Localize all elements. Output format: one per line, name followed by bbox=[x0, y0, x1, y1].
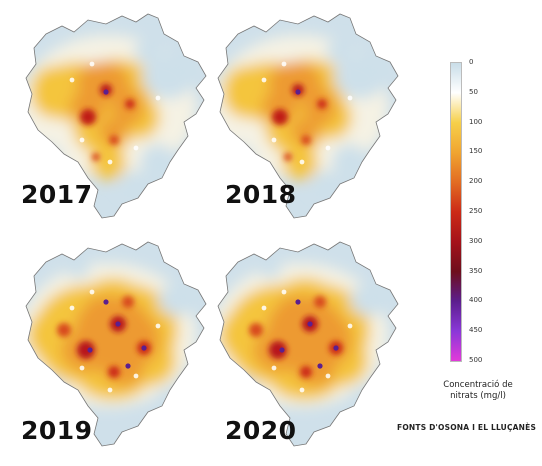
legend-tick: 100 bbox=[469, 117, 483, 126]
nitrate-hotspot bbox=[125, 363, 131, 369]
color-legend: 0 50 100 150 200 250 300 350 400 450 500 bbox=[450, 58, 540, 372]
legend-tick: 450 bbox=[469, 326, 483, 335]
legend-title: Concentració de nitrats (mg/l) bbox=[418, 380, 538, 402]
legend-title-line2: nitrats (mg/l) bbox=[450, 391, 506, 401]
nitrate-hotspot bbox=[317, 363, 323, 369]
legend-tick: 50 bbox=[469, 87, 478, 96]
nitrate-hotspot bbox=[141, 345, 147, 351]
region-outline bbox=[25, 241, 207, 447]
legend-tick: 150 bbox=[469, 147, 483, 156]
nitrate-hotspot bbox=[103, 89, 109, 95]
nitrate-map-2018 bbox=[217, 13, 399, 219]
map-panel-2017: 2017 bbox=[18, 12, 238, 227]
nitrate-map-2017 bbox=[25, 13, 207, 219]
map-panel-2018: 2018 bbox=[210, 12, 430, 227]
nitrate-hotspot bbox=[87, 347, 93, 353]
region-outline bbox=[25, 13, 207, 219]
source-credit: FONTS D'OSONA I EL LLUÇANÈS bbox=[397, 423, 537, 432]
region-outline bbox=[217, 13, 399, 219]
legend-tick: 350 bbox=[469, 266, 483, 275]
legend-tick: 500 bbox=[469, 356, 483, 364]
map-fill bbox=[26, 14, 206, 218]
legend-tick: 0 bbox=[469, 58, 474, 66]
nitrate-map-2020 bbox=[217, 241, 399, 447]
map-panel-2019: 2019 bbox=[18, 240, 238, 455]
nitrate-map-2019 bbox=[25, 241, 207, 447]
nitrate-hotspot bbox=[103, 299, 109, 305]
nitrate-hotspot bbox=[295, 89, 301, 95]
year-label: 2018 bbox=[225, 180, 297, 209]
legend-color-bar bbox=[450, 62, 462, 362]
legend-title-line1: Concentració de bbox=[443, 380, 513, 390]
nitrate-hotspot bbox=[307, 321, 313, 327]
year-label: 2019 bbox=[21, 416, 93, 445]
year-label: 2017 bbox=[21, 180, 93, 209]
legend-tick: 400 bbox=[469, 296, 483, 305]
nitrate-hotspot bbox=[333, 345, 339, 351]
nitrate-hotspot bbox=[279, 347, 285, 353]
legend-tick: 200 bbox=[469, 177, 483, 186]
map-panel-2020: 2020 bbox=[210, 240, 430, 455]
legend-tick: 250 bbox=[469, 207, 483, 215]
nitrate-hotspot bbox=[295, 299, 301, 305]
nitrate-hotspot bbox=[115, 321, 121, 327]
year-label: 2020 bbox=[225, 416, 297, 445]
legend-tick: 300 bbox=[469, 236, 483, 245]
region-outline bbox=[217, 241, 399, 447]
